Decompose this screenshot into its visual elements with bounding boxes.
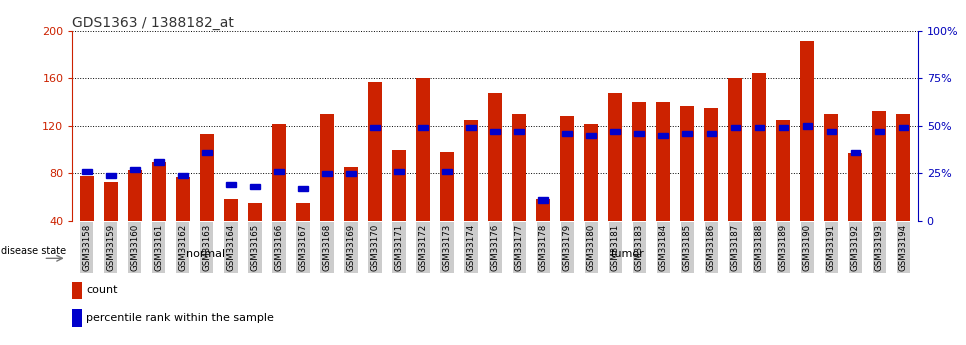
Bar xyxy=(103,182,118,221)
Bar xyxy=(488,93,502,221)
Bar xyxy=(898,125,908,130)
Bar xyxy=(560,117,575,221)
Bar xyxy=(706,131,716,136)
Bar xyxy=(224,199,239,221)
Bar xyxy=(800,41,814,221)
Bar xyxy=(583,124,598,221)
Text: count: count xyxy=(86,285,118,295)
Bar xyxy=(347,171,355,176)
Bar xyxy=(608,93,622,221)
Bar xyxy=(152,161,166,221)
Bar xyxy=(155,159,163,165)
Text: percentile rank within the sample: percentile rank within the sample xyxy=(86,313,273,323)
Bar xyxy=(128,170,142,221)
Bar xyxy=(827,129,836,134)
Bar xyxy=(72,309,82,327)
Bar xyxy=(515,129,524,134)
Bar xyxy=(874,129,884,134)
Text: normal: normal xyxy=(185,249,225,259)
Bar xyxy=(635,131,643,136)
Bar xyxy=(754,125,764,130)
Bar xyxy=(683,131,692,136)
Bar xyxy=(464,120,478,221)
Bar xyxy=(632,102,646,221)
Bar xyxy=(394,169,404,174)
Bar xyxy=(851,150,860,155)
Bar xyxy=(442,169,452,174)
Bar xyxy=(82,169,92,174)
Bar xyxy=(176,177,190,221)
Bar xyxy=(872,110,887,221)
Bar xyxy=(392,150,407,221)
Bar xyxy=(562,131,572,136)
Text: GDS1363 / 1388182_at: GDS1363 / 1388182_at xyxy=(72,16,235,30)
Bar xyxy=(779,125,788,130)
Bar xyxy=(130,167,139,172)
Bar xyxy=(298,186,307,191)
Bar xyxy=(200,134,214,221)
Bar xyxy=(728,79,743,221)
Bar xyxy=(896,114,911,221)
Bar xyxy=(848,153,863,221)
Bar xyxy=(250,184,260,189)
Bar xyxy=(415,79,430,221)
Text: disease state: disease state xyxy=(2,246,67,256)
Bar xyxy=(368,82,383,221)
Bar xyxy=(536,199,551,221)
Bar xyxy=(704,108,719,221)
Bar xyxy=(344,167,358,221)
Bar xyxy=(824,114,838,221)
Bar xyxy=(296,203,310,221)
Bar xyxy=(178,172,187,178)
Bar xyxy=(440,152,454,221)
Bar xyxy=(79,176,94,221)
Bar xyxy=(538,197,548,203)
Text: tumor: tumor xyxy=(611,249,644,259)
Bar xyxy=(274,169,284,174)
Bar xyxy=(72,282,82,299)
Bar xyxy=(370,125,380,130)
Bar xyxy=(803,123,812,129)
Bar xyxy=(491,129,499,134)
Bar xyxy=(323,171,331,176)
Bar xyxy=(611,129,620,134)
Bar xyxy=(226,182,236,187)
Bar xyxy=(659,133,668,138)
Bar xyxy=(320,114,334,221)
Bar xyxy=(752,72,766,221)
Bar xyxy=(776,120,790,221)
Bar xyxy=(247,203,262,221)
Bar xyxy=(106,172,116,178)
Bar xyxy=(467,125,475,130)
Bar xyxy=(418,125,428,130)
Bar xyxy=(586,133,596,138)
Bar xyxy=(656,102,670,221)
Bar xyxy=(512,114,526,221)
Bar xyxy=(202,150,212,155)
Bar xyxy=(730,125,740,130)
Bar xyxy=(271,124,286,221)
Bar xyxy=(680,106,695,221)
